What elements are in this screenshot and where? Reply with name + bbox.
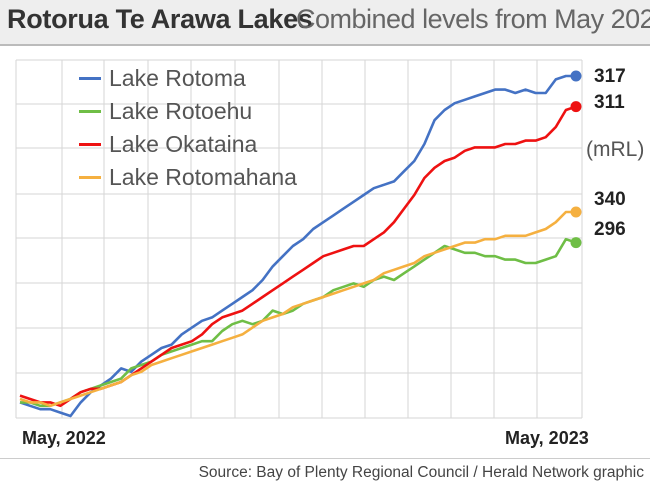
series-end-marker-0 — [570, 70, 582, 82]
chart-title: Rotorua Te Arawa Lakes — [7, 4, 313, 34]
title-bar: Rotorua Te Arawa Lakes Combined levels f… — [0, 0, 650, 44]
legend-item-rotoma: Lake Rotoma — [79, 62, 297, 95]
series-line-1 — [20, 237, 577, 408]
legend-item-rotomahana: Lake Rotomahana — [79, 161, 297, 194]
series-end-label-3: 340 — [594, 189, 626, 210]
x-tick-label: May, 2022 — [22, 428, 106, 448]
series-end-label-1: 296 — [594, 219, 626, 240]
chart-legend: Lake Rotoma Lake Rotoehu Lake Okataina L… — [79, 62, 297, 194]
series-line-3 — [19, 210, 576, 408]
series-end-marker-1 — [570, 237, 582, 249]
series-end-label-0: 317 — [594, 66, 626, 87]
legend-swatch-okataina — [79, 143, 101, 146]
legend-item-okataina: Lake Okataina — [79, 128, 297, 161]
series-end-marker-3 — [570, 206, 582, 218]
source-credit: Source: Bay of Plenty Regional Council /… — [198, 464, 644, 481]
chart-subtitle: Combined levels from May 2022 — [296, 4, 650, 34]
x-tick-label: May, 2023 — [505, 428, 589, 448]
series-line-0 — [19, 74, 576, 418]
legend-item-rotoehu: Lake Rotoehu — [79, 95, 297, 128]
footer-divider — [0, 458, 650, 459]
title-divider — [0, 44, 650, 46]
unit-label: (mRL) — [586, 138, 644, 161]
legend-label-rotomahana: Lake Rotomahana — [109, 164, 297, 190]
legend-label-rotoehu: Lake Rotoehu — [109, 98, 253, 124]
legend-swatch-rotomahana — [79, 176, 101, 179]
series-end-label-2: 311 — [594, 92, 625, 113]
legend-label-rotoma: Lake Rotoma — [109, 65, 246, 91]
series-end-marker-2 — [570, 101, 582, 113]
legend-swatch-rotoma — [79, 77, 101, 80]
legend-swatch-rotoehu — [79, 110, 101, 113]
legend-label-okataina: Lake Okataina — [109, 131, 258, 157]
